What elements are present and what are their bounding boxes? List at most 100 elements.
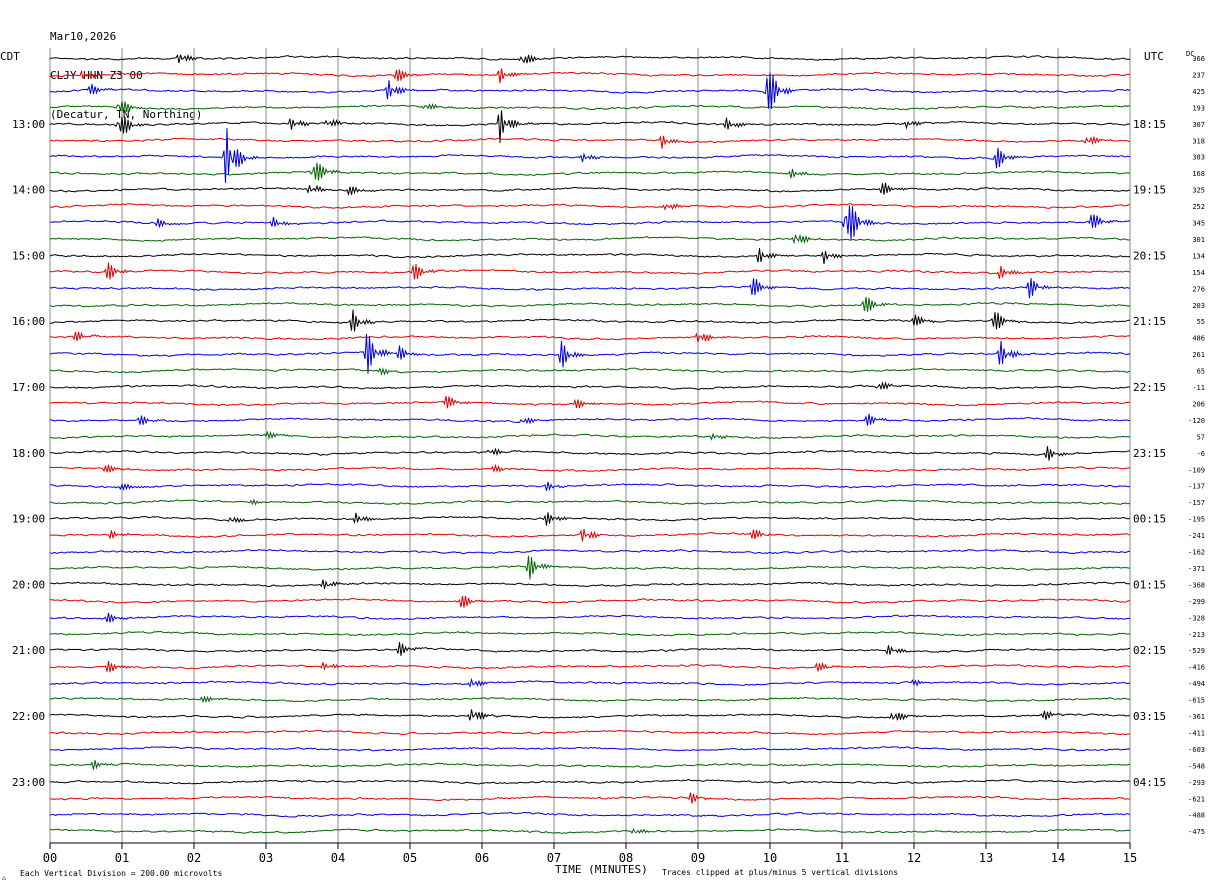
dc-offset-label: -6 [1197,450,1205,458]
dc-offset-label: -494 [1188,680,1205,688]
right-hour-label: 02:15 [1133,644,1166,657]
x-tick-label: 15 [1123,851,1137,865]
dc-offset-label: 55 [1197,318,1205,326]
x-tick-label: 02 [187,851,201,865]
dc-offset-label: 206 [1192,400,1205,408]
dc-offset-label: -109 [1188,466,1205,474]
trace-row [49,162,1131,181]
dc-offset-label: -488 [1188,812,1205,820]
left-hour-label: 20:00 [12,578,45,591]
trace-row [49,661,1131,673]
trace-row [49,101,1131,114]
trace-row [49,333,1131,374]
left-hour-label: 19:00 [12,513,45,526]
x-tick-label: 07 [547,851,561,865]
left-timezone-label: CDT [0,50,20,63]
x-axis-title: TIME (MINUTES) [555,863,648,876]
dc-offset-label: -548 [1188,762,1205,770]
trace-row [49,203,1131,211]
trace-row [49,760,1130,770]
right-hour-label: 22:15 [1133,381,1166,394]
trace-rows [49,54,1131,835]
x-tick-label: 12 [907,851,921,865]
dc-offset-label: -241 [1188,532,1205,540]
trace-row [49,413,1131,426]
right-timezone-label: UTC [1144,50,1164,63]
right-hour-label: 00:15 [1133,513,1166,526]
left-hour-label: 23:00 [12,776,45,789]
trace-row [49,380,1131,391]
dc-offset-label: 65 [1197,368,1205,376]
dc-offset-label: 193 [1192,104,1205,112]
dc-offset-label: 425 [1192,88,1205,96]
dc-offset-label: -157 [1188,499,1205,507]
dc-offset-label: 154 [1192,269,1205,277]
trace-row [50,54,1131,64]
left-hour-label: 21:00 [12,644,45,657]
trace-row [49,135,1131,149]
dc-offset-label: 325 [1192,187,1205,195]
trace-row [50,555,1131,580]
x-tick-label: 05 [403,851,417,865]
left-hour-label: 18:00 [12,447,45,460]
dc-offset-label: -137 [1188,483,1205,491]
x-tick-label: 09 [691,851,705,865]
right-hour-label: 20:15 [1133,249,1166,262]
trace-row [49,278,1131,299]
x-tick-label: 00 [43,851,57,865]
dc-offset-label: -213 [1188,631,1205,639]
trace-row [49,642,1131,656]
x-tick-label: 04 [331,851,345,865]
trace-row [49,677,1131,688]
logo-mark: ⌂ [2,875,6,882]
x-tick-label: 13 [979,851,993,865]
trace-row [49,446,1131,461]
clip-note: Traces clipped at plus/minus 5 vertical … [662,868,898,877]
right-hour-label: 03:15 [1133,710,1166,723]
x-tick-label: 06 [475,851,489,865]
dc-offset-label: -621 [1188,795,1205,803]
dc-offset-label: -328 [1188,614,1205,622]
trace-row [49,395,1131,409]
dc-column-label: DC [1186,50,1194,58]
trace-row [49,110,1131,143]
trace-row [49,296,1131,312]
dc-offset-label: -371 [1188,565,1205,573]
trace-row [49,72,1131,109]
dc-offset-label: 203 [1192,302,1205,310]
dc-offset-label: -529 [1188,647,1205,655]
dc-offset-label: 237 [1192,71,1205,79]
trace-row [49,612,1131,623]
dc-offset-label: 301 [1192,236,1205,244]
dc-offset-label: -299 [1188,598,1205,606]
trace-row [50,182,1130,197]
trace-row [49,595,1130,608]
dc-offset-label: 366 [1192,55,1205,63]
trace-row [49,68,1131,84]
dc-offset-label: 57 [1197,433,1205,441]
dc-offset-label: -416 [1188,664,1205,672]
dc-offset-label: 318 [1192,137,1205,145]
trace-row [49,579,1131,590]
x-tick-label: 14 [1051,851,1065,865]
left-hour-label: 16:00 [12,315,45,328]
dc-offset-label: 261 [1192,351,1205,359]
minute-grid [49,48,1131,843]
left-hour-label: 17:00 [12,381,45,394]
dc-offset-label: -162 [1188,549,1205,557]
trace-row [49,695,1131,704]
trace-row [49,512,1131,526]
trace-row [50,481,1131,492]
x-axis-ticks: 00 01 02 03 04 05 06 07 08 09 10 11 12 13 14 15 [43,843,1137,865]
trace-row [50,528,1131,542]
dc-offset-label: -293 [1188,779,1205,787]
date-label: Mar10,2026 [50,30,117,43]
location-label: (Decatur, TN, Northing) [50,108,203,121]
dc-offset-label: -615 [1188,697,1205,705]
trace-row [49,792,1130,804]
x-tick-label: 08 [619,851,633,865]
dc-offset-label: 307 [1192,121,1205,129]
left-hour-label: 13:00 [12,118,45,131]
dc-offset-label: 134 [1192,252,1205,260]
